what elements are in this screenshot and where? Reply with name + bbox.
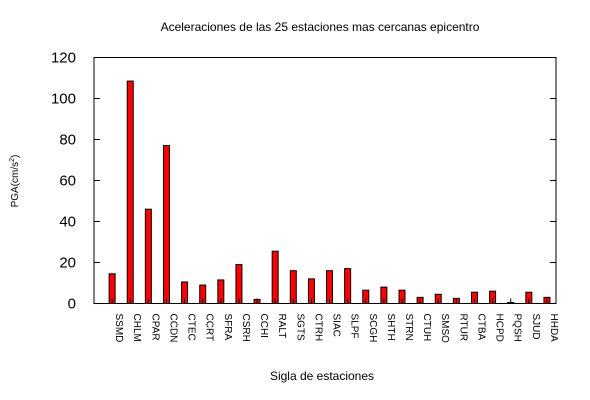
y-tick-label: 120 <box>51 50 76 67</box>
bar-ccdn <box>162 145 170 304</box>
x-axis: SSMD CHLM CPAR CCDN CTEC CCRT SFRA CSRH CCHI RALT… <box>111 298 559 344</box>
bar-chlm <box>126 80 134 304</box>
x-tick-label: RTUR <box>457 314 468 342</box>
x-tick-label: HCPD <box>494 314 505 342</box>
y-axis-label-close: ) <box>10 155 21 158</box>
x-tick-label: STRN <box>403 314 414 341</box>
bar-csrh <box>235 264 243 304</box>
x-tick-label: PQSH <box>512 314 523 342</box>
y-axis-label-main: PGA(cm/s <box>10 162 21 208</box>
chart-title: Aceleraciones de las 25 estaciones mas c… <box>161 20 480 34</box>
bar-cpar <box>144 208 152 304</box>
x-axis-label: Sigla de estaciones <box>270 369 374 383</box>
y-tick-label: 60 <box>59 173 76 190</box>
x-tick-label: CPAR <box>149 314 160 341</box>
x-tick-label: SJUD <box>530 314 541 340</box>
y-axis-label: PGA(cm/s2) <box>9 155 21 208</box>
x-tick-label: SMSO <box>439 314 450 344</box>
y-tick-label: 80 <box>59 132 76 149</box>
x-tick-label: CTBA <box>475 314 486 341</box>
x-tick-label: SCGH <box>367 314 378 343</box>
x-tick-label: CSRH <box>240 314 251 342</box>
x-tick-label: CCRT <box>204 314 215 342</box>
bar-slpf <box>344 268 352 304</box>
x-tick-label: SIAC <box>331 314 342 337</box>
x-tick-label: CCDN <box>167 314 178 343</box>
x-tick-label: CCHI <box>258 314 269 338</box>
y-tick-label: 100 <box>51 91 76 108</box>
x-tick-label: SFRA <box>222 314 233 341</box>
x-tick-label: CTUH <box>421 314 432 342</box>
x-tick-label: RALT <box>276 314 287 339</box>
y-axis: 0 20 40 60 80 100 120 <box>51 50 556 313</box>
y-tick-label: 20 <box>59 255 76 272</box>
x-tick-label: CTRH <box>312 314 323 342</box>
x-tick-label: CHLM <box>131 314 142 342</box>
y-axis-label-superscript: 2 <box>9 158 16 162</box>
x-tick-label: SLPF <box>349 314 360 339</box>
x-tick-label: CTEC <box>186 314 197 341</box>
bar-ralt <box>271 250 279 305</box>
x-tick-label: HHDA <box>548 314 559 343</box>
plot-area: 0 20 40 60 80 100 120 SSMD CHLM CPAR CCDN CTEC CCRT… <box>51 50 559 344</box>
y-tick-label: 40 <box>59 214 76 231</box>
x-tick-label: SHTH <box>385 314 396 341</box>
y-tick-label: 0 <box>68 296 76 313</box>
x-tick-label: SGTS <box>294 314 305 342</box>
bars <box>108 80 551 305</box>
x-tick-label: SSMD <box>113 314 124 343</box>
